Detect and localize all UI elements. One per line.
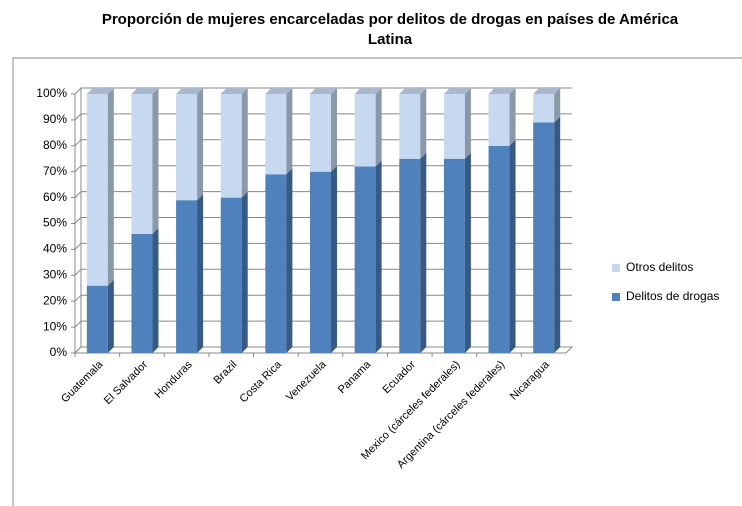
bar-side [197,88,204,201]
bar [131,233,153,353]
bar [176,94,198,201]
bar [399,94,421,159]
y-tick-label: 10% [43,319,67,333]
bar [310,94,331,172]
bar [399,158,421,353]
bar [443,94,465,159]
bar-side [375,160,382,353]
bar [86,94,108,286]
bar-side [554,116,561,354]
bar-top [443,88,471,94]
legend-label: Otros delitos [626,260,693,274]
bar-top [220,88,248,94]
bar-side [286,168,293,353]
bar [354,94,376,167]
bar-side [197,194,204,353]
bar-side [554,88,561,123]
bar-side [331,165,337,353]
y-tick-label: 50% [43,216,67,230]
bar-top [131,88,159,94]
legend-label: Delitos de drogas [626,289,719,303]
y-tick-label: 70% [43,164,67,178]
bar-side [331,88,337,172]
bar-side [241,191,248,353]
bar-top [86,88,114,94]
legend-swatch [612,293,620,301]
y-tick-label: 0% [50,345,68,359]
bar-side [509,88,516,146]
bar-side [509,139,516,353]
bar [220,94,242,198]
bar-top [488,88,516,94]
bar-top [176,88,204,94]
bar-side [375,88,382,167]
bar-side [152,88,159,234]
bar [310,171,331,353]
bar-top [399,88,427,94]
y-tick-label: 30% [43,267,67,281]
bar [131,94,153,234]
y-tick-label: 60% [43,190,67,204]
legend-swatch [612,264,620,272]
bar [265,94,287,175]
bar [533,94,555,123]
bar-top [265,88,293,94]
bar [443,158,465,353]
bar-side [241,88,248,198]
bar [533,122,555,354]
bar-side [286,88,293,175]
bar-top [533,88,561,94]
chart-title-line2: Latina [368,31,413,48]
bar [488,145,510,353]
bar-side [152,227,159,353]
bar-side [420,88,427,159]
bar-side [464,88,471,159]
bar [488,94,510,146]
y-tick-label: 80% [43,138,67,152]
bar-top [310,88,337,94]
bar-top [354,88,382,94]
bar-side [420,152,427,353]
y-tick-label: 20% [43,293,67,307]
bar [220,197,242,353]
y-tick-label: 90% [43,112,67,126]
bar [354,166,376,353]
bar [86,285,108,353]
y-tick-label: 100% [36,86,67,100]
bar [265,174,287,353]
bar-side [464,152,471,353]
bar [176,200,198,353]
bar-side [107,88,114,286]
chart-title: Proporción de mujeres encarceladas por d… [102,11,679,28]
bar-side [107,279,114,353]
y-tick-label: 40% [43,242,67,256]
